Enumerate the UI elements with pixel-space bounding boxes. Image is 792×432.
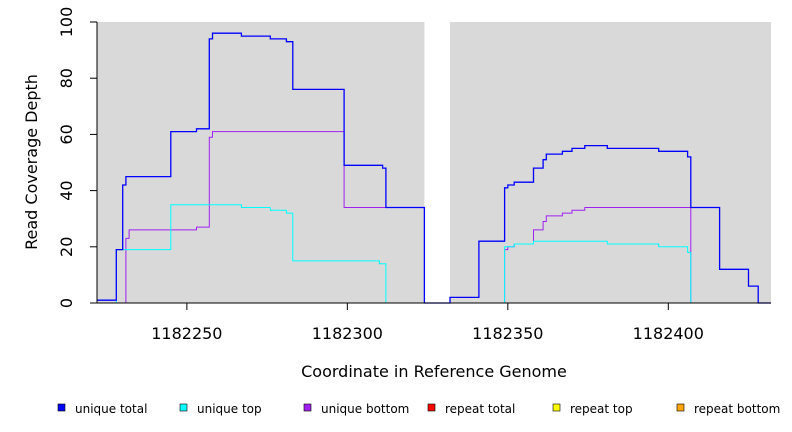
legend-label-unique-top: unique top xyxy=(197,402,262,416)
legend-swatch-repeat-total xyxy=(427,403,436,412)
x-tick-label: 1182350 xyxy=(472,324,543,343)
plot-panel-right xyxy=(450,22,771,303)
x-tick-label: 1182250 xyxy=(151,324,222,343)
y-tick-label: 20 xyxy=(57,237,76,257)
legend-label-repeat-top: repeat top xyxy=(570,402,633,416)
x-tick-label: 1182300 xyxy=(312,324,383,343)
series-line-unique-bottom xyxy=(97,131,771,304)
legend-swatch-repeat-top xyxy=(552,403,561,412)
plot-panel-left xyxy=(97,22,425,303)
legend-swatch-unique-top xyxy=(179,403,188,412)
legend-label-unique-bottom: unique bottom xyxy=(321,402,409,416)
y-ticks: 0 20 40 60 80 100 xyxy=(57,7,97,308)
legend-swatch-unique-total xyxy=(57,403,66,412)
axes xyxy=(96,22,771,304)
y-tick-label: 40 xyxy=(57,180,76,200)
y-tick-label: 80 xyxy=(57,68,76,88)
x-ticks: 1182250 1182300 1182350 1182400 xyxy=(151,303,704,343)
legend: unique total unique top unique bottom repea… xyxy=(57,402,780,416)
legend-label-repeat-total: repeat total xyxy=(445,402,515,416)
legend-swatch-repeat-bottom xyxy=(676,403,685,412)
plot-panels xyxy=(97,22,771,303)
legend-label-repeat-bottom: repeat bottom xyxy=(694,402,780,416)
y-tick-label: 100 xyxy=(57,7,76,38)
x-axis-title: Coordinate in Reference Genome xyxy=(301,362,567,381)
y-tick-label: 0 xyxy=(57,298,76,308)
y-tick-label: 60 xyxy=(57,124,76,144)
x-tick-label: 1182400 xyxy=(633,324,704,343)
y-axis-title: Read Coverage Depth xyxy=(22,74,41,250)
legend-label-unique-total: unique total xyxy=(75,402,147,416)
legend-swatch-unique-bottom xyxy=(303,403,312,412)
series-line-unique-total xyxy=(97,32,771,304)
